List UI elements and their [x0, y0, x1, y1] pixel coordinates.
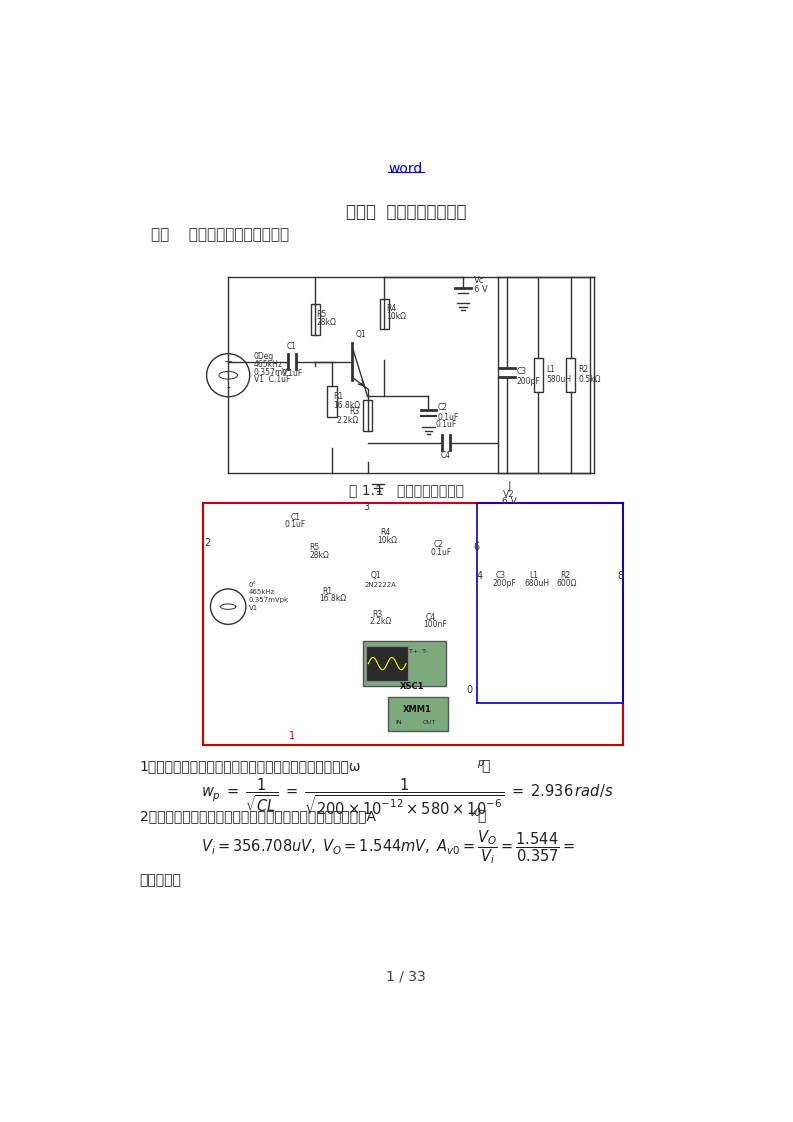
- Text: v0: v0: [469, 808, 481, 818]
- Text: XSC1: XSC1: [400, 682, 424, 691]
- Bar: [363, 642, 446, 686]
- Text: R1: R1: [334, 392, 344, 401]
- Text: 1、根据电路中选频网络参数值，计算该电路的谐振频率ω: 1、根据电路中选频网络参数值，计算该电路的谐振频率ω: [140, 760, 361, 773]
- Text: L1: L1: [546, 365, 555, 374]
- Text: C4: C4: [441, 451, 451, 460]
- Text: C2: C2: [434, 541, 444, 550]
- Text: 输入波形：: 输入波形：: [140, 873, 182, 888]
- Text: R5: R5: [309, 543, 320, 552]
- Text: 10kΩ: 10kΩ: [377, 535, 396, 545]
- Text: L1: L1: [529, 571, 538, 580]
- Text: Vc: Vc: [473, 276, 485, 285]
- Text: 1 / 33: 1 / 33: [386, 969, 426, 983]
- Text: 0Deg: 0Deg: [254, 352, 274, 361]
- Text: 16.8kΩ: 16.8kΩ: [319, 595, 346, 604]
- Text: 465kHz: 465kHz: [254, 360, 282, 369]
- Text: R4: R4: [386, 304, 396, 313]
- Text: $w_p\;=\;\dfrac{1}{\sqrt{CL}}\;=\;\dfrac{1}{\sqrt{200\times10^{-12}\times580\tim: $w_p\;=\;\dfrac{1}{\sqrt{CL}}\;=\;\dfrac…: [201, 776, 614, 817]
- Text: 4: 4: [477, 571, 483, 581]
- Text: V1  C.1uF: V1 C.1uF: [254, 376, 290, 385]
- Text: V2: V2: [504, 489, 515, 498]
- Text: 6 V: 6 V: [502, 497, 516, 506]
- Text: +: +: [224, 357, 233, 367]
- Text: C1: C1: [290, 513, 300, 522]
- Text: 0.1uF: 0.1uF: [438, 413, 459, 422]
- Text: -: -: [226, 383, 230, 393]
- Text: 8: 8: [617, 571, 623, 581]
- Text: R2: R2: [579, 365, 588, 374]
- Text: 465kHz: 465kHz: [249, 589, 275, 596]
- Text: 680uH: 680uH: [525, 579, 550, 588]
- Text: C4: C4: [426, 613, 436, 622]
- Text: 0.5kΩ: 0.5kΩ: [579, 376, 601, 385]
- Text: 0°: 0°: [249, 581, 257, 588]
- Text: p: p: [477, 758, 483, 769]
- Text: 0.1uF: 0.1uF: [435, 421, 457, 430]
- Text: R3: R3: [350, 407, 360, 416]
- Text: 2、通过仿真，观察示波器中的输入输出波形，计算电压增益A: 2、通过仿真，观察示波器中的输入输出波形，计算电压增益A: [140, 809, 376, 824]
- Text: Q1: Q1: [370, 571, 381, 580]
- Text: 2N2222A: 2N2222A: [365, 582, 396, 588]
- Text: 0.1uF: 0.1uF: [285, 521, 306, 530]
- Text: C3: C3: [496, 571, 505, 580]
- Bar: [566, 358, 576, 393]
- Text: 一、    单调谐高频小信号放大器: 一、 单调谐高频小信号放大器: [151, 228, 289, 242]
- Text: R5: R5: [316, 310, 327, 319]
- Text: 2: 2: [205, 537, 210, 548]
- Text: C2: C2: [438, 403, 447, 412]
- Text: C1: C1: [287, 342, 297, 351]
- Bar: [534, 358, 543, 393]
- Text: 0.1uF: 0.1uF: [431, 548, 452, 557]
- Text: 10kΩ: 10kΩ: [386, 312, 406, 321]
- Text: R1: R1: [322, 587, 332, 596]
- Text: 图 1.1   高频小信号放大器: 图 1.1 高频小信号放大器: [349, 484, 464, 497]
- Text: word: word: [389, 162, 423, 175]
- Text: Q1: Q1: [355, 330, 366, 339]
- Text: |: |: [508, 481, 511, 491]
- Text: $V_i=356.708uV,\;V_O=1.544mV,\;A_{v0}=\dfrac{V_O}{V_i}=\dfrac{1.544}{0.357}=$: $V_i=356.708uV,\;V_O=1.544mV,\;A_{v0}=\d…: [201, 828, 575, 866]
- Text: 。: 。: [481, 760, 490, 773]
- Text: 0.357mV: 0.357mV: [254, 368, 288, 377]
- Bar: [366, 646, 408, 681]
- Text: 1: 1: [289, 732, 295, 741]
- Text: 16.8kΩ: 16.8kΩ: [334, 401, 361, 410]
- Text: 28kΩ: 28kΩ: [309, 551, 329, 560]
- Text: 600Ω: 600Ω: [557, 579, 577, 588]
- Text: 100nF: 100nF: [423, 620, 446, 629]
- Text: R4: R4: [380, 528, 390, 537]
- Text: 3: 3: [364, 503, 370, 513]
- Text: R2: R2: [560, 571, 570, 580]
- Bar: [328, 386, 337, 417]
- Text: V1: V1: [249, 605, 259, 610]
- Text: 28kΩ: 28kΩ: [316, 318, 336, 327]
- Bar: [380, 298, 389, 330]
- Text: C3: C3: [516, 367, 527, 376]
- Text: 0.357mVpk: 0.357mVpk: [249, 597, 289, 603]
- Text: 200pF: 200pF: [516, 377, 540, 386]
- Text: 580uH: 580uH: [546, 376, 571, 385]
- Text: 实验一  高频小信号放大器: 实验一 高频小信号放大器: [346, 203, 466, 221]
- Text: 2.2kΩ: 2.2kΩ: [369, 617, 391, 626]
- Text: IN: IN: [395, 720, 402, 726]
- Text: 6 V: 6 V: [473, 285, 488, 294]
- Text: 0.1uF: 0.1uF: [282, 369, 303, 378]
- Bar: [388, 697, 447, 730]
- Text: 。: 。: [477, 809, 485, 824]
- Text: 0: 0: [466, 684, 472, 695]
- Text: 6: 6: [473, 542, 480, 552]
- Text: 200pF: 200pF: [492, 579, 516, 588]
- Text: OUT: OUT: [422, 720, 435, 726]
- Bar: [363, 401, 372, 431]
- Text: XMM1: XMM1: [403, 706, 432, 715]
- Bar: [311, 304, 320, 334]
- Text: R3: R3: [372, 609, 382, 618]
- Text: 2.2kΩ: 2.2kΩ: [336, 416, 358, 425]
- Text: T+  T-: T+ T-: [409, 649, 427, 654]
